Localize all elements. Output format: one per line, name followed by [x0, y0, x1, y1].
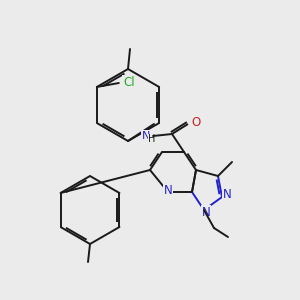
Text: Cl: Cl: [123, 76, 135, 88]
Text: N: N: [223, 188, 231, 202]
Text: H: H: [148, 134, 156, 144]
Text: N: N: [164, 184, 172, 197]
Text: O: O: [191, 116, 201, 128]
Text: N: N: [202, 206, 210, 218]
Text: N: N: [142, 131, 150, 141]
